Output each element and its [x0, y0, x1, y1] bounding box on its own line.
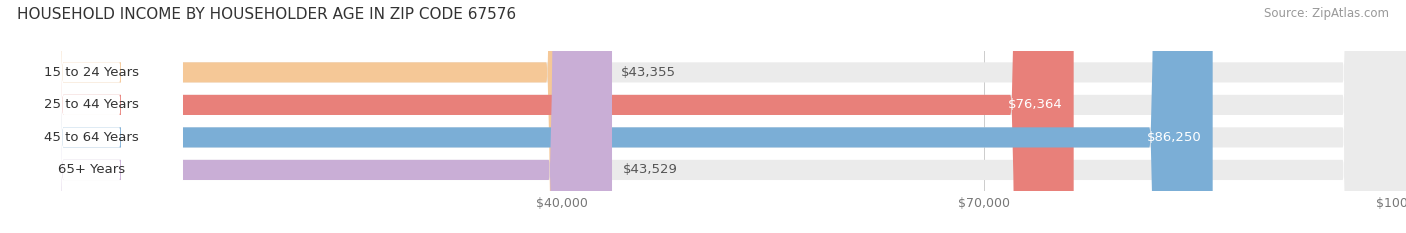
FancyBboxPatch shape — [0, 0, 183, 233]
FancyBboxPatch shape — [0, 0, 183, 233]
Text: Source: ZipAtlas.com: Source: ZipAtlas.com — [1264, 7, 1389, 20]
FancyBboxPatch shape — [0, 0, 1074, 233]
Text: $76,364: $76,364 — [1008, 98, 1063, 111]
FancyBboxPatch shape — [0, 0, 1213, 233]
Text: HOUSEHOLD INCOME BY HOUSEHOLDER AGE IN ZIP CODE 67576: HOUSEHOLD INCOME BY HOUSEHOLDER AGE IN Z… — [17, 7, 516, 22]
Text: 15 to 24 Years: 15 to 24 Years — [44, 66, 139, 79]
FancyBboxPatch shape — [0, 0, 612, 233]
Text: 45 to 64 Years: 45 to 64 Years — [44, 131, 139, 144]
FancyBboxPatch shape — [0, 0, 183, 233]
Text: 25 to 44 Years: 25 to 44 Years — [44, 98, 139, 111]
Text: 65+ Years: 65+ Years — [58, 163, 125, 176]
Text: $86,250: $86,250 — [1147, 131, 1202, 144]
Text: $43,355: $43,355 — [621, 66, 676, 79]
FancyBboxPatch shape — [0, 0, 610, 233]
Text: $43,529: $43,529 — [623, 163, 678, 176]
FancyBboxPatch shape — [0, 0, 183, 233]
